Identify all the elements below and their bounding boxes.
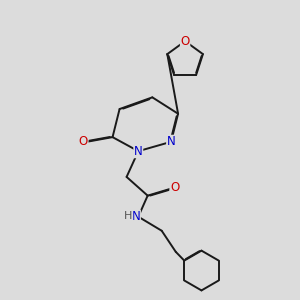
Text: H: H: [124, 211, 133, 220]
Text: O: O: [170, 181, 179, 194]
Text: N: N: [134, 145, 143, 158]
Text: O: O: [181, 35, 190, 48]
Text: N: N: [167, 135, 176, 148]
Text: O: O: [79, 135, 88, 148]
Text: N: N: [132, 210, 140, 223]
